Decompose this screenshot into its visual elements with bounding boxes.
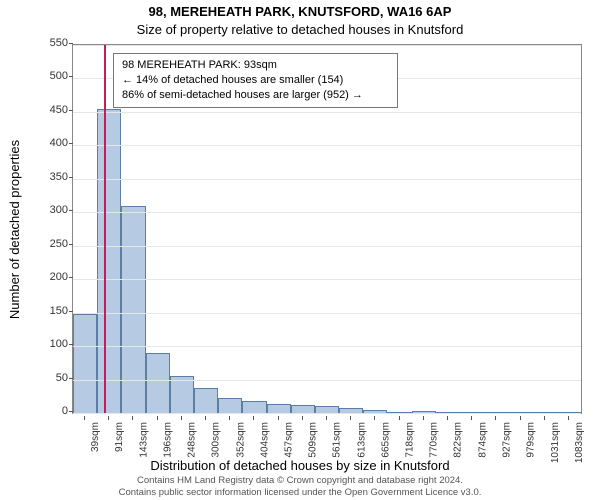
y-tick-label: 450: [28, 104, 68, 116]
footer-line-1: Contains HM Land Registry data © Crown c…: [0, 475, 600, 486]
x-tick-mark: [447, 416, 448, 420]
bar: [97, 109, 121, 413]
bar: [218, 398, 242, 413]
x-tick-label: 352sqm: [235, 422, 246, 458]
x-tick-label: 91sqm: [114, 422, 125, 452]
gridline: [73, 380, 581, 381]
x-tick-mark: [568, 416, 569, 420]
bar: [315, 406, 339, 413]
annotation-line-1: 98 MEREHEATH PARK: 93sqm: [122, 58, 389, 73]
x-tick-mark: [544, 416, 545, 420]
highlight-line: [104, 45, 106, 413]
bar: [267, 404, 291, 413]
x-tick-label: 1083sqm: [574, 422, 585, 463]
y-tick-label: 350: [28, 171, 68, 183]
x-tick-label: 404sqm: [259, 422, 270, 458]
bar: [146, 353, 170, 413]
chart-container: 98, MEREHEATH PARK, KNUTSFORD, WA16 6AP …: [0, 0, 600, 500]
x-tick-mark: [205, 416, 206, 420]
x-tick-label: 874sqm: [477, 422, 488, 458]
x-axis-label: Distribution of detached houses by size …: [0, 458, 600, 473]
gridline: [73, 279, 581, 280]
x-ticks-layer: 39sqm 91sqm 143sqm 196sqm 248sqm 300sqm 352sqm…: [72, 416, 582, 460]
x-tick-label: 1031sqm: [550, 422, 561, 463]
y-tick-label: 100: [28, 338, 68, 350]
gridline: [73, 346, 581, 347]
annotation-line-2: ← 14% of detached houses are smaller (15…: [122, 73, 389, 88]
x-tick-label: 770sqm: [429, 422, 440, 458]
x-tick-mark: [423, 416, 424, 420]
x-tick-label: 927sqm: [501, 422, 512, 458]
y-axis-label: Number of detached properties: [6, 44, 24, 414]
gridline: [73, 246, 581, 247]
x-tick-label: 457sqm: [284, 422, 295, 458]
gridline: [73, 313, 581, 314]
annotation-line-3: 86% of semi-detached houses are larger (…: [122, 88, 389, 103]
gridline: [73, 145, 581, 146]
bar: [73, 314, 97, 413]
bar: [121, 206, 145, 413]
annotation-box: 98 MEREHEATH PARK: 93sqm ← 14% of detach…: [113, 53, 398, 108]
bar: [170, 376, 194, 413]
y-tick-label: 0: [28, 405, 68, 417]
y-tick-label: 150: [28, 305, 68, 317]
x-tick-label: 143sqm: [138, 422, 149, 458]
x-tick-label: 509sqm: [308, 422, 319, 458]
x-tick-mark: [132, 416, 133, 420]
y-tick-label: 550: [28, 37, 68, 49]
x-tick-mark: [278, 416, 279, 420]
x-tick-mark: [520, 416, 521, 420]
y-tick-label: 500: [28, 70, 68, 82]
footer-line-2: Contains public sector information licen…: [0, 487, 600, 498]
gridline: [73, 45, 581, 46]
title-subtitle: Size of property relative to detached ho…: [0, 22, 600, 37]
x-tick-mark: [157, 416, 158, 420]
gridline: [73, 179, 581, 180]
footer: Contains HM Land Registry data © Crown c…: [0, 475, 600, 498]
x-tick-mark: [181, 416, 182, 420]
bar: [194, 388, 218, 413]
y-tick-label: 300: [28, 204, 68, 216]
x-tick-label: 196sqm: [163, 422, 174, 458]
x-tick-mark: [108, 416, 109, 420]
x-tick-label: 561sqm: [332, 422, 343, 458]
x-tick-mark: [229, 416, 230, 420]
x-tick-mark: [399, 416, 400, 420]
x-tick-mark: [471, 416, 472, 420]
x-tick-label: 39sqm: [90, 422, 101, 452]
x-tick-label: 822sqm: [453, 422, 464, 458]
x-tick-mark: [253, 416, 254, 420]
y-tick-label: 50: [28, 372, 68, 384]
x-tick-mark: [326, 416, 327, 420]
x-tick-label: 665sqm: [380, 422, 391, 458]
x-tick-mark: [302, 416, 303, 420]
x-tick-label: 248sqm: [187, 422, 198, 458]
x-tick-label: 300sqm: [211, 422, 222, 458]
x-tick-mark: [374, 416, 375, 420]
x-tick-mark: [84, 416, 85, 420]
y-tick-label: 250: [28, 238, 68, 250]
x-tick-label: 613sqm: [356, 422, 367, 458]
plot-area: 98 MEREHEATH PARK: 93sqm ← 14% of detach…: [72, 44, 582, 414]
title-address: 98, MEREHEATH PARK, KNUTSFORD, WA16 6AP: [0, 4, 600, 19]
x-tick-mark: [350, 416, 351, 420]
gridline: [73, 212, 581, 213]
gridline: [73, 413, 581, 414]
bar: [291, 405, 315, 413]
y-tick-label: 200: [28, 271, 68, 283]
x-tick-mark: [495, 416, 496, 420]
y-tick-label: 400: [28, 137, 68, 149]
x-tick-label: 718sqm: [405, 422, 416, 458]
gridline: [73, 112, 581, 113]
x-tick-label: 979sqm: [526, 422, 537, 458]
bar: [242, 401, 266, 413]
